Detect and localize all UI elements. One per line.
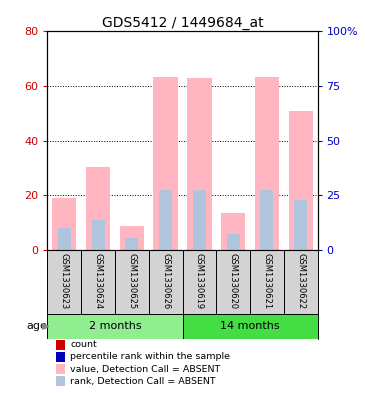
- Text: rank, Detection Call = ABSENT: rank, Detection Call = ABSENT: [70, 376, 216, 386]
- Bar: [126, 238, 138, 250]
- Text: 14 months: 14 months: [220, 321, 280, 331]
- Bar: [193, 190, 206, 250]
- Bar: [47, 314, 182, 339]
- Bar: [58, 228, 71, 250]
- Text: GSM1330622: GSM1330622: [296, 253, 305, 309]
- Bar: [227, 234, 239, 250]
- Text: GSM1330625: GSM1330625: [127, 253, 137, 309]
- Bar: [182, 314, 318, 339]
- Text: GSM1330626: GSM1330626: [161, 253, 170, 310]
- Text: GSM1330619: GSM1330619: [195, 253, 204, 309]
- Text: GSM1330624: GSM1330624: [93, 253, 103, 309]
- Text: GSM1330620: GSM1330620: [228, 253, 238, 309]
- Title: GDS5412 / 1449684_at: GDS5412 / 1449684_at: [102, 17, 263, 30]
- Bar: [153, 77, 178, 250]
- Bar: [221, 213, 245, 250]
- Text: GSM1330621: GSM1330621: [262, 253, 272, 309]
- Bar: [55, 352, 65, 362]
- Bar: [288, 111, 313, 250]
- Bar: [92, 220, 104, 250]
- Bar: [294, 200, 307, 250]
- Bar: [55, 340, 65, 350]
- Text: GSM1330623: GSM1330623: [60, 253, 69, 310]
- Bar: [86, 167, 110, 250]
- Text: count: count: [70, 340, 97, 349]
- Bar: [120, 226, 144, 250]
- Bar: [55, 364, 65, 374]
- Bar: [159, 190, 172, 250]
- Text: 2 months: 2 months: [89, 321, 141, 331]
- Bar: [255, 77, 279, 250]
- Text: percentile rank within the sample: percentile rank within the sample: [70, 353, 230, 362]
- Text: age: age: [27, 321, 47, 331]
- Bar: [52, 198, 77, 250]
- Bar: [187, 78, 212, 250]
- Text: value, Detection Call = ABSENT: value, Detection Call = ABSENT: [70, 365, 221, 373]
- Bar: [261, 190, 273, 250]
- Bar: [55, 376, 65, 386]
